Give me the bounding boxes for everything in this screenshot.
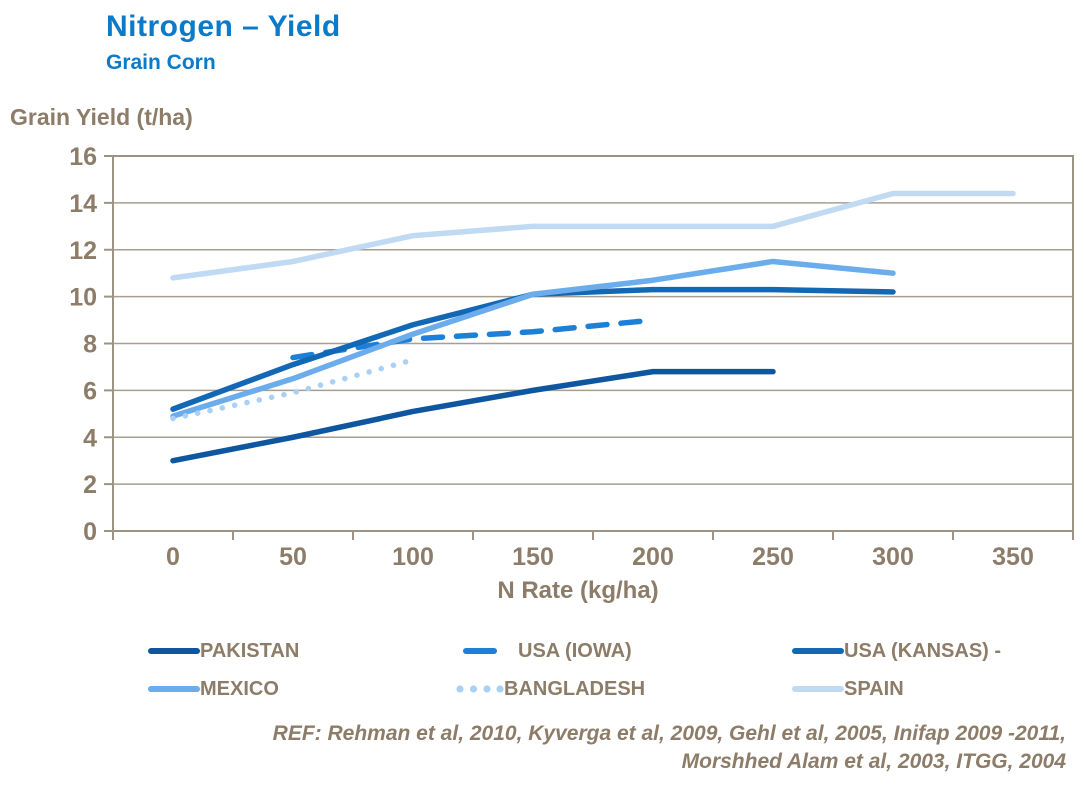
legend-dot [483, 685, 491, 693]
y-tick-label: 8 [83, 331, 97, 359]
reference-line-1: REF: Rehman et al, 2010, Kyverga et al, … [272, 722, 1066, 745]
x-axis-title: N Rate (kg/ha) [497, 577, 658, 604]
legend-label-usa-kansas: USA (KANSAS) - [844, 639, 1002, 662]
series-line-usa-iowa [290, 317, 656, 361]
legend-item-usa-iowa: USA (IOWA) [452, 636, 632, 666]
chart-legend: PAKISTAN USA (IOWA) USA (KANSAS) - MEXICO BA… [0, 632, 1084, 716]
legend-item-spain: SPAIN [792, 674, 904, 704]
y-tick-label: 16 [69, 143, 97, 171]
x-tick-label: 300 [872, 543, 914, 571]
legend-dot [496, 685, 504, 693]
legend-label-bangladesh: BANGLADESH [504, 677, 646, 700]
x-tick-label: 100 [392, 543, 434, 571]
reference-line-2: Morshhed Alam et al, 2003, ITGG, 2004 [681, 750, 1066, 773]
y-tick-label: 10 [69, 284, 97, 312]
legend-swatch-usa-iowa [463, 648, 497, 654]
page-title: Nitrogen – Yield [106, 10, 341, 43]
x-tick-label: 150 [512, 543, 554, 571]
legend-item-bangladesh: BANGLADESH [452, 674, 645, 704]
nitrogen-yield-chart: 0 2 4 6 8 10 12 14 16 0 50 100 150 200 250 300 350 N Rat… [69, 143, 1074, 604]
y-tick-label: 6 [83, 377, 97, 405]
series-line-pakistan [170, 368, 776, 464]
legend-item-mexico: MEXICO [148, 674, 279, 704]
reference-text: REF: Rehman et al, 2010, Kyverga et al, … [86, 720, 1066, 776]
legend-swatch-spain [792, 686, 844, 692]
legend-dot [456, 685, 464, 693]
legend-item-usa-kansas: USA (KANSAS) - [792, 636, 1001, 666]
x-tick-label: 50 [279, 543, 307, 571]
legend-label-mexico: MEXICO [200, 677, 279, 700]
y-axis-title: Grain Yield (t/ha) [10, 104, 193, 130]
legend-swatch-pakistan [148, 648, 200, 654]
plot-gridlines [113, 202, 1073, 485]
y-tick-label: 0 [83, 518, 97, 546]
legend-label-spain: SPAIN [844, 677, 904, 700]
y-tick-label: 14 [69, 190, 97, 218]
plot-series [170, 190, 1016, 464]
series-line-bangladesh [170, 357, 416, 422]
x-tick-label: 350 [992, 543, 1034, 571]
legend-swatch-bangladesh [456, 685, 504, 693]
series-line-spain [170, 190, 1016, 281]
y-tick-label: 4 [83, 424, 97, 452]
legend-swatch-mexico [148, 686, 200, 692]
plot-axes: 0 2 4 6 8 10 12 14 16 0 50 100 150 200 250 300 350 [69, 143, 1074, 571]
y-tick-label: 12 [69, 237, 97, 265]
x-tick-label: 250 [752, 543, 794, 571]
legend-swatch-usa-kansas [792, 648, 844, 654]
x-tick-label: 200 [632, 543, 674, 571]
page-subtitle: Grain Corn [106, 51, 216, 74]
legend-label-usa-iowa: USA (IOWA) [518, 639, 632, 662]
legend-label-pakistan: PAKISTAN [200, 639, 300, 662]
x-tick-label: 0 [166, 543, 180, 571]
legend-item-pakistan: PAKISTAN [148, 636, 299, 666]
legend-dot [469, 685, 478, 693]
y-tick-label: 2 [83, 471, 97, 499]
series-line-mexico [170, 258, 896, 419]
